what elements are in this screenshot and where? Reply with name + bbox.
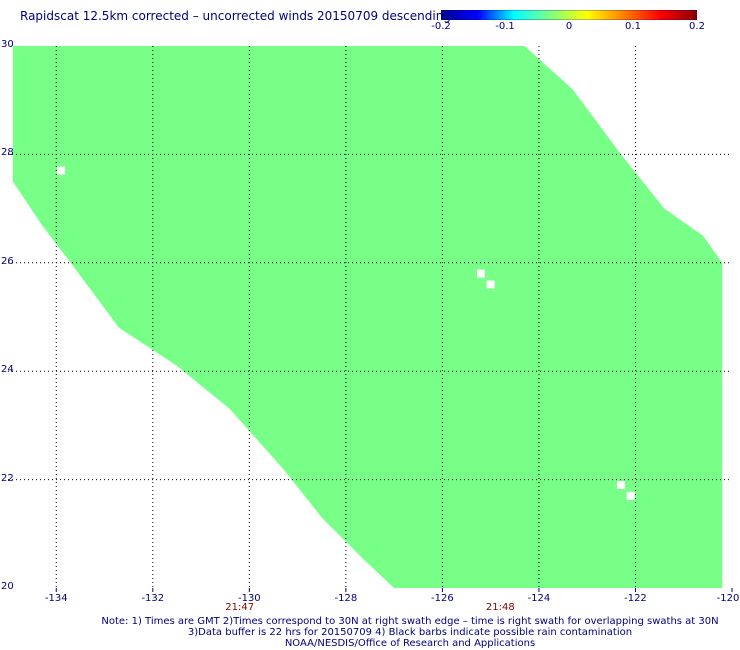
missing-cell [57,166,66,175]
y-tick-label: 28 [1,147,14,159]
colorbar-tick-label: 0 [565,21,573,32]
x-tick-label: -132 [141,593,165,604]
x-tick-label: -130 [237,593,261,604]
colorbar-tick-label: -0.1 [495,21,515,32]
missing-cell [486,280,495,289]
colorbar-tick-label: -0.2 [431,21,451,32]
note-line-2: 3)Data buffer is 22 hrs for 20150709 4) … [187,627,633,638]
x-tick-label: -134 [44,593,68,604]
missing-cell [477,269,486,278]
note-line-3: NOAA/NESDIS/Office of Research and Appli… [284,638,536,649]
wind-map [8,46,733,592]
colorbar [441,10,697,20]
plot-title: Rapidscat 12.5km corrected – uncorrected… [20,9,451,23]
y-tick-label: 22 [1,472,14,484]
x-tick-label: -128 [334,593,358,604]
y-tick-label: 24 [1,364,14,376]
x-tick-label: -122 [624,593,647,604]
missing-cell [626,491,635,500]
note-line-1: Note: 1) Times are GMT 2)Times correspon… [101,616,719,627]
colorbar-tick-label: 0.2 [689,21,705,32]
x-tick-label: -124 [527,593,551,604]
y-tick-label: 26 [1,255,14,267]
y-tick-label: 20 [1,581,14,592]
swath-area [12,46,723,588]
y-tick-label: 30 [1,39,14,50]
missing-cell [621,128,630,137]
x-tick-label: -126 [431,593,454,604]
x-tick-label: -120 [716,593,740,604]
missing-cell [616,481,625,490]
time-label: 21:48 [485,602,515,613]
time-label: 21:47 [225,602,255,613]
colorbar-tick-label: 0.1 [625,21,641,32]
